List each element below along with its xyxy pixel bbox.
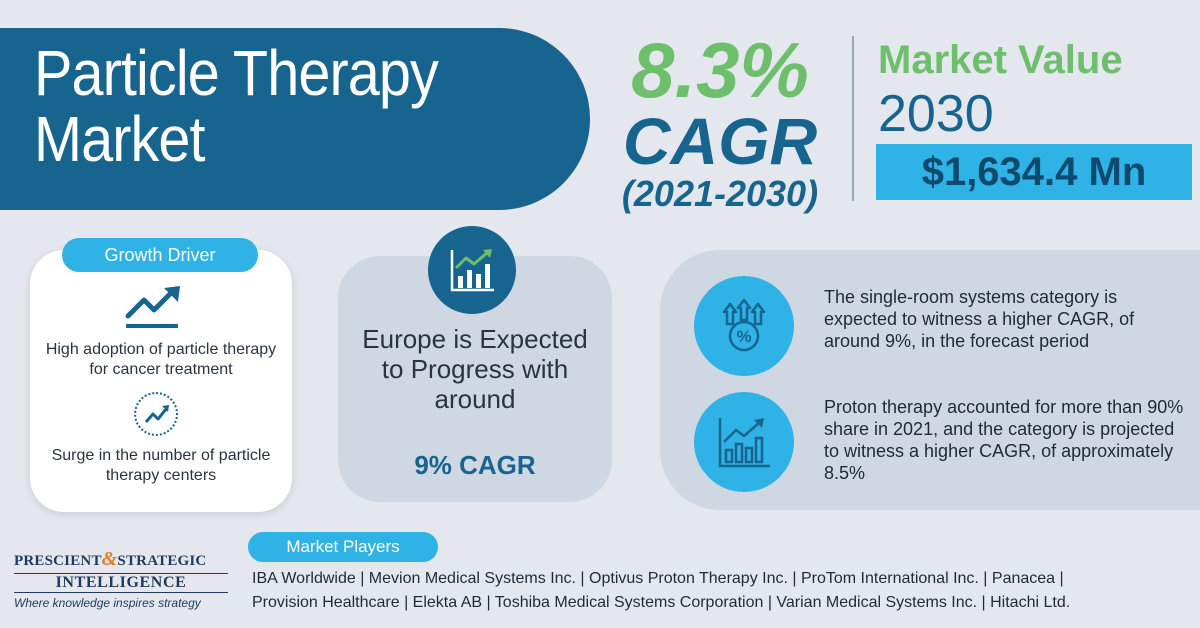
market-value-label: Market Value (878, 38, 1123, 82)
svg-text:%: % (736, 327, 751, 346)
insight-2-icon-circle (694, 392, 794, 492)
percent-arrows-icon: % (722, 298, 766, 352)
vertical-divider (852, 36, 854, 201)
logo-ampersand: & (101, 548, 118, 570)
page-title: Particle Therapy Market (34, 37, 439, 175)
cagr-period: (2021-2030) (621, 173, 819, 214)
logo-tagline: Where knowledge inspires strategy (14, 596, 201, 610)
logo-word-prescient: PRESCIENT (14, 553, 102, 569)
page-title-line1: Particle Therapy (34, 37, 439, 109)
europe-text: Europe is Expected to Progress with arou… (362, 324, 588, 414)
company-logo: PRESCIENT&STRATEGIC INTELLIGENCE Where k… (14, 548, 228, 610)
trend-up-arrow-icon (125, 286, 180, 328)
growth-driver-card (30, 250, 292, 512)
cagr-value: 8.3% (631, 26, 809, 114)
logo-line-1: PRESCIENT&STRATEGIC (14, 548, 228, 571)
logo-word-intelligence: INTELLIGENCE (14, 573, 228, 593)
trend-circle-icon (134, 392, 178, 436)
growth-driver-item-2: Surge in the number of particle therapy … (51, 447, 271, 484)
insight-1-icon-circle (694, 276, 794, 376)
bar-chart-trend-icon (718, 418, 770, 468)
page-title-line2: Market (34, 103, 206, 175)
market-value-year: 2030 (878, 85, 994, 143)
logo-word-strategic: STRATEGIC (117, 553, 207, 569)
market-players-line-1: IBA Worldwide | Mevion Medical Systems I… (252, 570, 1064, 587)
title-banner (0, 28, 590, 210)
bar-chart-growth-icon (450, 249, 494, 292)
market-players-tag: Market Players (248, 532, 438, 562)
cagr-block: 8.3% CAGR (2021-2030) (600, 30, 840, 216)
market-players-line-2: Provision Healthcare | Elekta AB | Toshi… (252, 594, 1071, 611)
cagr-label: CAGR (622, 104, 818, 178)
europe-cagr: 9% CAGR (414, 450, 536, 480)
insight-item-2: Proton therapy accounted for more than 9… (824, 397, 1184, 483)
market-value-box: $1,634.4 Mn (876, 144, 1192, 200)
market-value-amount: $1,634.4 Mn (921, 150, 1147, 194)
growth-driver-item-1: High adoption of particle therapy for ca… (45, 341, 277, 378)
growth-driver-tag: Growth Driver (62, 238, 258, 272)
insight-item-1: The single-room systems category is expe… (824, 287, 1135, 351)
trend-line-icon (144, 405, 169, 423)
